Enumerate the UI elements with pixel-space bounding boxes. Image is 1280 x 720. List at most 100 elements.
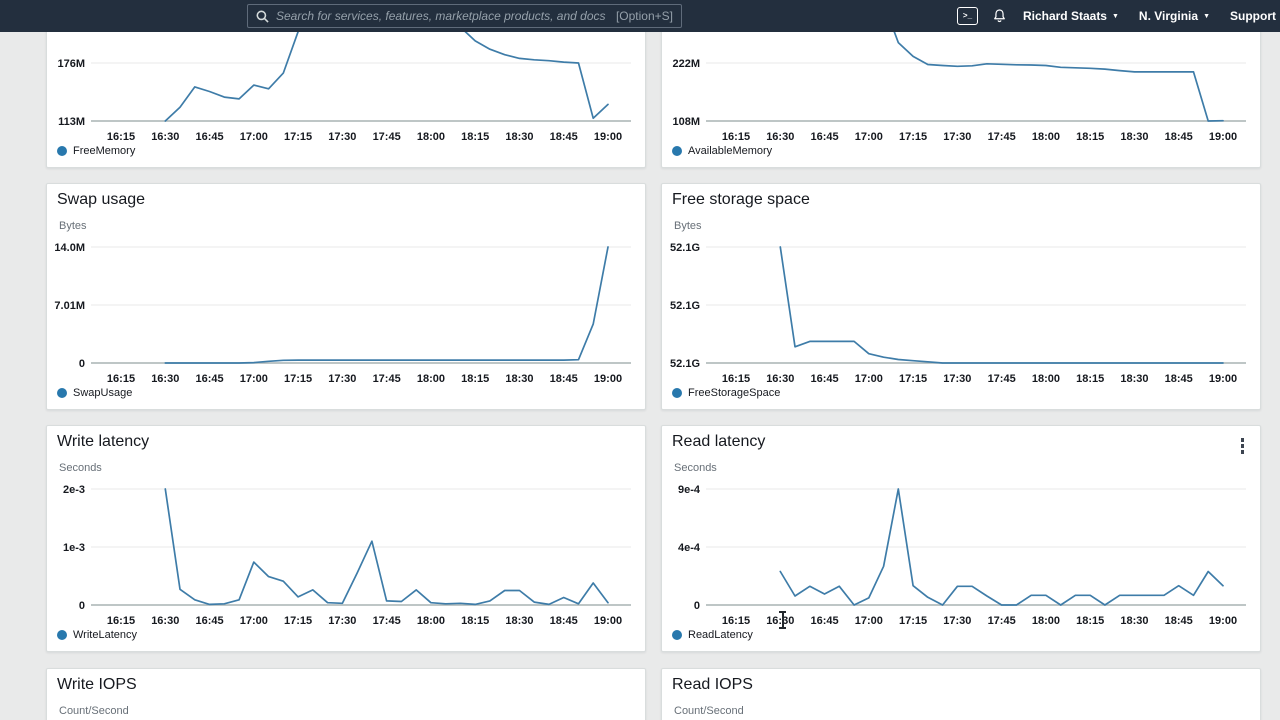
y-tick-label: 14.0M (54, 242, 85, 254)
series-line (779, 488, 1224, 606)
chart-card-write-iops: Write IOPS Count/Second (46, 668, 646, 720)
legend-color-dot (57, 388, 67, 398)
x-tick-label: 19:00 (1209, 131, 1237, 143)
y-tick-label: 52.1G (670, 300, 700, 312)
x-tick-label: 16:45 (195, 373, 223, 385)
x-tick-label: 16:15 (722, 615, 750, 627)
x-tick-label: 18:15 (1076, 615, 1104, 627)
legend-color-dot (57, 630, 67, 640)
chevron-down-icon: ▼ (1111, 12, 1119, 20)
free-storage-space-line-chart[interactable]: 52.1G 52.1G 52.1G 16:15 16:30 16:45 17:00 17:15… (662, 184, 1262, 411)
x-tick-label: 16:45 (810, 131, 838, 143)
chart-title: Swap usage (57, 191, 146, 208)
x-tick-label: 17:00 (855, 373, 883, 385)
x-tick-label: 19:00 (1209, 373, 1237, 385)
x-tick-label: 18:00 (417, 373, 445, 385)
y-tick-label: 0 (79, 600, 85, 612)
y-tick-label: 2e-3 (63, 484, 85, 496)
legend-label: SwapUsage (73, 387, 133, 399)
notifications-button[interactable] (992, 8, 1007, 24)
x-tick-label: 18:00 (1032, 615, 1060, 627)
x-tick-label: 18:00 (417, 131, 445, 143)
chart-title: Free storage space (672, 191, 810, 208)
x-tick-label: 17:45 (988, 373, 1016, 385)
y-tick-label: 52.1G (670, 242, 700, 254)
x-tick-label: 18:00 (1032, 131, 1060, 143)
header-right-controls: >_ Richard Staats ▼ N. Virginia ▼ Suppor… (956, 0, 1280, 32)
x-tick-label: 17:15 (899, 615, 927, 627)
x-tick-label: 17:15 (284, 615, 312, 627)
region-menu[interactable]: N. Virginia ▼ (1139, 9, 1210, 23)
series-line (164, 246, 609, 364)
series-line (876, 0, 1224, 122)
x-tick-label: 16:30 (151, 373, 179, 385)
chart-legend[interactable]: FreeMemory (57, 145, 135, 157)
legend-color-dot (672, 146, 682, 156)
search-shortcut-hint: [Option+S] (615, 9, 673, 23)
swap-usage-line-chart[interactable]: 14.0M 7.01M 0 16:15 16:30 16:45 17:00 17:15 17:3… (47, 184, 647, 411)
y-axis-unit-label: Count/Second (59, 705, 129, 717)
chart-legend[interactable]: AvailableMemory (672, 145, 772, 157)
y-axis-unit-label: Seconds (674, 462, 717, 474)
read-latency-line-chart[interactable]: 9e-4 4e-4 0 16:15 16:30 16:45 17:00 17:15 17:30 1… (662, 426, 1262, 653)
x-tick-label: 17:45 (988, 615, 1016, 627)
y-tick-label: 9e-4 (678, 484, 701, 496)
x-tick-label: 18:30 (505, 373, 533, 385)
x-tick-label: 19:00 (594, 373, 622, 385)
chart-card-read-iops: Read IOPS Count/Second (661, 668, 1261, 720)
y-tick-label: 176M (57, 58, 85, 70)
x-tick-label: 16:45 (195, 131, 223, 143)
x-tick-label: 17:15 (899, 131, 927, 143)
x-tick-label: 17:30 (328, 615, 356, 627)
aws-top-nav: Search for services, features, marketpla… (0, 0, 1280, 32)
support-menu-label: Support (1230, 9, 1276, 23)
chevron-down-icon: ▼ (1203, 12, 1210, 20)
x-tick-label: 18:45 (1165, 131, 1193, 143)
x-tick-label: 17:30 (328, 131, 356, 143)
user-menu[interactable]: Richard Staats ▼ (1023, 9, 1119, 23)
x-tick-label: 17:15 (284, 373, 312, 385)
chart-options-kebab-menu[interactable] (1239, 436, 1247, 456)
y-axis-unit-label: Seconds (59, 462, 102, 474)
user-menu-label: Richard Staats (1022, 9, 1107, 23)
chart-card-free-storage-space: Free storage space Bytes 52.1G 52.1G 52.1G… (661, 183, 1261, 410)
chart-title: Read IOPS (672, 676, 753, 693)
region-menu-label: N. Virginia (1138, 9, 1199, 23)
x-tick-label: 18:45 (550, 131, 578, 143)
chart-legend[interactable]: SwapUsage (57, 387, 132, 399)
chart-legend[interactable]: ReadLatency (672, 629, 753, 641)
y-tick-label: 108M (672, 116, 700, 128)
x-tick-label: 17:30 (328, 373, 356, 385)
x-tick-label: 18:15 (461, 615, 489, 627)
x-tick-label: 18:30 (1120, 615, 1148, 627)
search-input[interactable]: Search for services, features, marketpla… (247, 4, 682, 28)
y-tick-label: 0 (79, 358, 85, 370)
x-tick-label: 19:00 (594, 615, 622, 627)
x-tick-label: 17:45 (373, 131, 401, 143)
x-tick-label: 17:15 (899, 373, 927, 385)
chart-legend[interactable]: WriteLatency (57, 629, 137, 641)
x-tick-label: 16:15 (722, 373, 750, 385)
x-tick-label: 19:00 (1209, 615, 1237, 627)
x-tick-label: 17:00 (240, 373, 268, 385)
search-placeholder: Search for services, features, marketpla… (276, 9, 606, 23)
bell-icon (994, 9, 1005, 23)
x-tick-label: 17:00 (855, 131, 883, 143)
legend-color-dot (57, 146, 67, 156)
x-tick-label: 17:15 (284, 131, 312, 143)
x-tick-label: 17:30 (943, 131, 971, 143)
x-tick-label: 17:30 (943, 373, 971, 385)
cloudshell-button[interactable]: >_ (956, 7, 978, 25)
series-line (164, 488, 609, 606)
x-tick-label: 16:45 (810, 615, 838, 627)
free-memory-line-chart[interactable]: 176M 113M 16:15 16:30 16:45 17:00 17:15 17:30 17… (47, 0, 647, 169)
x-tick-label: 17:30 (943, 615, 971, 627)
support-menu[interactable]: Support (1230, 9, 1276, 23)
available-memory-line-chart[interactable]: 222M 108M 16:15 16:30 16:45 17:00 17:15 17:30 17… (662, 0, 1262, 169)
x-tick-label: 18:45 (550, 615, 578, 627)
write-latency-line-chart[interactable]: 2e-3 1e-3 0 16:15 16:30 16:45 17:00 17:15 17:30 1… (47, 426, 647, 653)
x-tick-label: 18:30 (505, 131, 533, 143)
x-tick-label: 19:00 (594, 131, 622, 143)
x-tick-label: 18:00 (417, 615, 445, 627)
chart-legend[interactable]: FreeStorageSpace (672, 387, 780, 399)
